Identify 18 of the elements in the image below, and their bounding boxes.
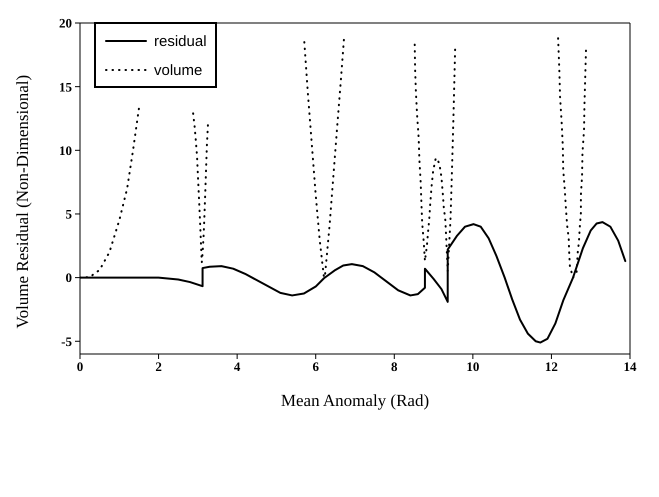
y-axis-title: Volume Residual (Non-Dimensional) <box>13 74 32 328</box>
x-tick-label: 14 <box>624 359 637 374</box>
y-tick-label: 20 <box>59 16 72 31</box>
x-axis-title: Mean Anomaly (Rad) <box>280 391 430 410</box>
y-tick-label: 5 <box>66 206 72 222</box>
y-tick-label: 0 <box>66 270 72 286</box>
x-tick-label: 0 <box>76 359 84 374</box>
y-tick-label: 15 <box>59 79 72 94</box>
x-tick-label: 6 <box>312 359 320 374</box>
y-tick-label: -5 <box>61 334 72 349</box>
legend-label: residual <box>154 32 207 50</box>
x-tick-label: 12 <box>544 359 558 374</box>
legend-label: volume <box>154 62 202 78</box>
y-tick-label: 10 <box>59 142 72 158</box>
x-tick-label: 10 <box>466 359 480 374</box>
x-tick-label: 8 <box>391 359 398 374</box>
x-tick-label: 2 <box>155 359 162 374</box>
x-tick-label: 4 <box>234 359 241 374</box>
